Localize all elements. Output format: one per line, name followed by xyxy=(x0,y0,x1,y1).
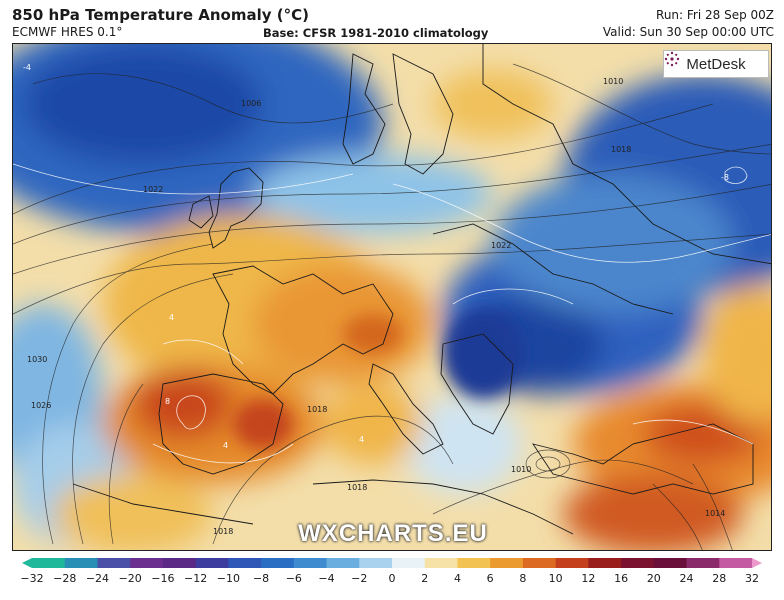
metdesk-logo: MetDesk xyxy=(663,50,769,78)
anomaly-label: 8 xyxy=(165,397,170,406)
isobar-label: 1030 xyxy=(27,355,47,364)
colorbar-cell xyxy=(555,558,589,568)
anomaly-label: -4 xyxy=(23,63,31,72)
anomaly-map: 1006 1010 1018 1022 1030 1026 1018 1010 … xyxy=(12,43,772,551)
colorbar-tick-label: −32 xyxy=(20,572,44,585)
colorbar-tick-label: −12 xyxy=(184,572,208,585)
colorbar-tick-label: 24 xyxy=(679,572,694,585)
colorbar-tick-label: 28 xyxy=(712,572,727,585)
colorbar-tick-label: −24 xyxy=(85,572,110,585)
colorbar-cell xyxy=(719,558,753,568)
anomaly-label: 4 xyxy=(169,313,174,322)
colorbar-tick-label: −8 xyxy=(252,572,270,585)
colorbar-cell xyxy=(261,558,295,568)
isobar-labels: 1006 1010 1018 1022 1030 1026 1018 1010 … xyxy=(27,77,725,536)
colorbar-cell xyxy=(326,558,360,568)
valid-time: Valid: Sun 30 Sep 00:00 UTC xyxy=(602,25,774,39)
colorbar-cell xyxy=(97,558,131,568)
colorbar-cell xyxy=(228,558,262,568)
chart-title: 850 hPa Temperature Anomaly (°C) xyxy=(12,6,309,24)
colorbar-tick-label: −10 xyxy=(216,572,240,585)
colorbar-cell xyxy=(653,558,688,568)
isobar-label: 1018 xyxy=(611,145,631,154)
colorbar-cell xyxy=(293,558,328,568)
colorbar-tick-label: 4 xyxy=(453,572,461,585)
colorbar-tick-label: 0 xyxy=(388,572,396,585)
anomaly-field xyxy=(13,44,771,550)
colorbar-cell xyxy=(32,558,66,568)
colorbar-tick-label: 12 xyxy=(581,572,596,585)
colorbar-cell xyxy=(359,558,393,568)
colorbar-ticks: −32 −28 −24 −20 −16 −12 −10 −8 −6 −4 −2 0 2 4 6 8 10 12 16… xyxy=(0,572,784,592)
colorbar xyxy=(22,558,762,568)
logo-text: MetDesk xyxy=(686,55,746,73)
colorbar-max-arrow xyxy=(752,558,762,568)
colorbar-cell xyxy=(130,558,164,568)
map-canvas: 1006 1010 1018 1022 1030 1026 1018 1010 … xyxy=(13,44,771,550)
colorbar-cell xyxy=(686,558,720,568)
colorbar-tick-label: −16 xyxy=(151,572,175,585)
colorbar-tick-label: −20 xyxy=(118,572,142,585)
colorbar-tick-label: 20 xyxy=(646,572,661,585)
colorbar-tick-label: −6 xyxy=(285,572,302,585)
isobar-label: 1022 xyxy=(491,241,511,250)
colorbar-tick-label: 6 xyxy=(486,572,494,585)
colorbar-cell xyxy=(162,558,197,568)
colorbar-tick-label: −28 xyxy=(53,572,77,585)
colorbar-cell xyxy=(490,558,524,568)
isobar-label: 1026 xyxy=(31,401,51,410)
isobar-label: 1010 xyxy=(511,465,531,474)
colorbar-tick-label: 2 xyxy=(421,572,429,585)
colorbar-tick-label: 8 xyxy=(519,572,527,585)
colorbar-cells xyxy=(32,558,753,568)
climatology-base: Base: CFSR 1981-2010 climatology xyxy=(263,26,489,40)
isobar-label: 1010 xyxy=(603,77,623,86)
colorbar-tick-label: −4 xyxy=(318,572,335,585)
isobar-label: 1022 xyxy=(143,185,163,194)
run-time: Run: Fri 28 Sep 00Z xyxy=(656,8,774,22)
model-name: ECMWF HRES 0.1° xyxy=(12,25,123,39)
colorbar-cell xyxy=(457,558,491,568)
colorbar-cell xyxy=(64,558,98,568)
metdesk-star-icon xyxy=(664,51,680,67)
colorbar-cell xyxy=(424,558,458,568)
isobar-label: 1014 xyxy=(705,509,725,518)
colorbar-cell xyxy=(588,558,622,568)
anomaly-contours xyxy=(13,163,771,464)
anomaly-labels: -4 -8 4 8 4 4 xyxy=(23,63,729,450)
colorbar-min-arrow xyxy=(22,558,32,568)
colorbar-cell xyxy=(522,558,557,568)
colorbar-tick-label: 10 xyxy=(548,572,563,585)
wxcharts-watermark: WXCHARTS.EU xyxy=(298,520,488,547)
colorbar-tick-label: 16 xyxy=(614,572,629,585)
isobar-label: 1018 xyxy=(213,527,233,536)
anomaly-label: 4 xyxy=(223,441,228,450)
colorbar-cell xyxy=(195,558,229,568)
isobar-label: 1006 xyxy=(241,99,261,108)
colorbar-tick-label: −2 xyxy=(351,572,368,585)
colorbar-tick-label: 32 xyxy=(745,572,759,585)
colorbar-cell xyxy=(392,558,426,568)
isobar-label: 1018 xyxy=(307,405,327,414)
colorbar-cell xyxy=(621,558,655,568)
isobar-label: 1018 xyxy=(347,483,367,492)
coastlines xyxy=(72,44,771,535)
isobars xyxy=(13,63,771,550)
anomaly-label: -8 xyxy=(721,173,729,182)
anomaly-label: 4 xyxy=(359,435,364,444)
